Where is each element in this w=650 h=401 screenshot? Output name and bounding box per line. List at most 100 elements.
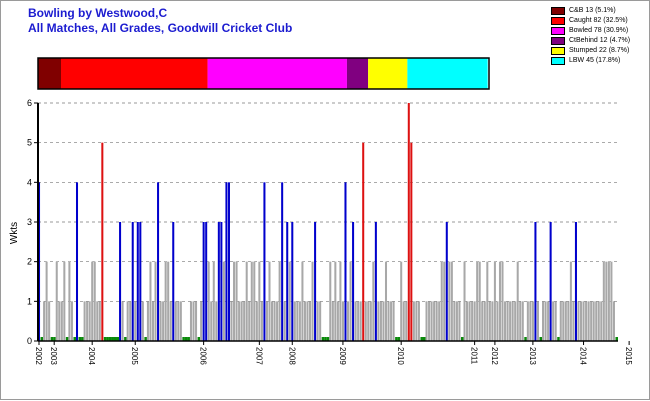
wicket-bar	[316, 301, 319, 341]
wicket-bar	[58, 301, 61, 341]
wicket-bar	[98, 301, 101, 341]
y-tick-label: 3	[27, 217, 32, 227]
wicket-bar	[572, 301, 575, 341]
wicket-bar	[569, 261, 572, 341]
wicket-bar	[200, 301, 203, 341]
wicket-bar	[352, 222, 355, 341]
wicket-bar	[43, 301, 46, 341]
wicket-bar	[38, 182, 41, 341]
wicket-bar	[298, 301, 301, 341]
wicket-bar	[559, 301, 562, 341]
wicket-bar	[542, 301, 545, 341]
wicket-bar	[129, 301, 132, 341]
wicket-bar	[590, 301, 593, 341]
wicket-bar	[476, 261, 479, 341]
wicket-bar	[450, 261, 453, 341]
wicket-bar	[136, 222, 139, 341]
wicket-bar	[75, 182, 79, 341]
wicket-bar	[253, 261, 256, 341]
no-wicket-bar	[73, 337, 76, 341]
no-wicket-bar	[116, 337, 120, 341]
wicket-bar	[192, 301, 195, 341]
wicket-bar	[387, 301, 390, 341]
wicket-bar	[314, 222, 317, 341]
no-wicket-bar	[324, 337, 327, 341]
wicket-bar	[574, 222, 577, 341]
wicket-bar	[547, 301, 550, 341]
y-axis-label: Wkts	[9, 222, 20, 244]
wicket-bar	[207, 261, 210, 341]
wicket-bar	[602, 261, 605, 341]
wicket-bar	[498, 261, 501, 341]
wicket-bar	[473, 301, 476, 341]
wicket-bar	[230, 301, 233, 341]
legend-label: Caught 82 (32.5%)	[569, 17, 628, 24]
wicket-bar	[91, 261, 94, 341]
wicket-bar	[238, 301, 241, 341]
wicket-bar	[526, 301, 529, 341]
wicket-bar	[471, 301, 474, 341]
wicket-bar	[349, 261, 352, 341]
wicket-bar	[412, 301, 415, 341]
no-wicket-bar	[40, 337, 44, 341]
x-tick-label: 2008	[287, 347, 296, 365]
no-wicket-bar	[144, 337, 147, 341]
wicket-bar	[169, 301, 172, 341]
wicket-bar	[205, 222, 208, 341]
wicket-bar	[519, 301, 522, 341]
wicket-bar	[63, 261, 66, 341]
wicket-bar	[172, 222, 175, 341]
x-tick-label: 2005	[130, 347, 139, 365]
wicket-bar	[491, 301, 494, 341]
legend-item-cb: C&B 13 (5.1%)	[551, 6, 650, 16]
no-wicket-bar	[321, 337, 325, 341]
legend-swatch	[551, 37, 565, 45]
no-wicket-bar	[182, 337, 185, 341]
no-wicket-bar	[460, 337, 464, 341]
wicket-bar	[417, 301, 420, 341]
wicket-bar	[220, 222, 223, 341]
wicket-bar	[463, 261, 466, 341]
wicket-bar	[369, 301, 372, 341]
wicket-bar	[70, 301, 73, 341]
y-tick-label: 5	[27, 138, 32, 148]
wicket-bar	[88, 301, 91, 341]
wicket-bar	[86, 301, 89, 341]
no-wicket-bar	[50, 337, 54, 341]
wicket-bar	[392, 301, 395, 341]
wicket-bar	[435, 301, 438, 341]
no-wicket-bar	[111, 337, 114, 341]
wicket-bar	[544, 301, 547, 341]
wicket-bar	[562, 301, 565, 341]
wicket-bar	[567, 301, 570, 341]
no-wicket-bar	[422, 337, 426, 341]
no-wicket-bar	[108, 337, 112, 341]
wicket-bar	[258, 261, 261, 341]
wicket-bar	[245, 261, 248, 341]
wicket-bar	[496, 301, 499, 341]
wicket-bar	[45, 261, 48, 341]
no-wicket-bar	[103, 337, 107, 341]
no-wicket-bar	[615, 337, 618, 341]
wicket-bar	[440, 261, 443, 341]
wicket-bar	[55, 261, 58, 341]
wicket-bar	[448, 261, 451, 341]
stack-segment	[61, 58, 208, 89]
wicket-bar	[344, 182, 347, 341]
wicket-bar	[486, 261, 489, 341]
legend-swatch	[551, 47, 565, 55]
wicket-bar	[506, 301, 509, 341]
wicket-bar	[101, 142, 104, 341]
wicket-bar	[159, 301, 162, 341]
wicket-bar	[516, 261, 519, 341]
x-tick-label: 2004	[87, 347, 96, 365]
wicket-bar	[167, 261, 170, 341]
wicket-bar	[364, 301, 367, 341]
wicket-bar	[255, 301, 258, 341]
wicket-bar	[311, 261, 314, 341]
dismissal-stack-bar	[37, 57, 490, 90]
wicket-bar	[227, 182, 230, 341]
wicket-bar	[612, 301, 615, 341]
x-tick-label: 2007	[254, 347, 263, 365]
